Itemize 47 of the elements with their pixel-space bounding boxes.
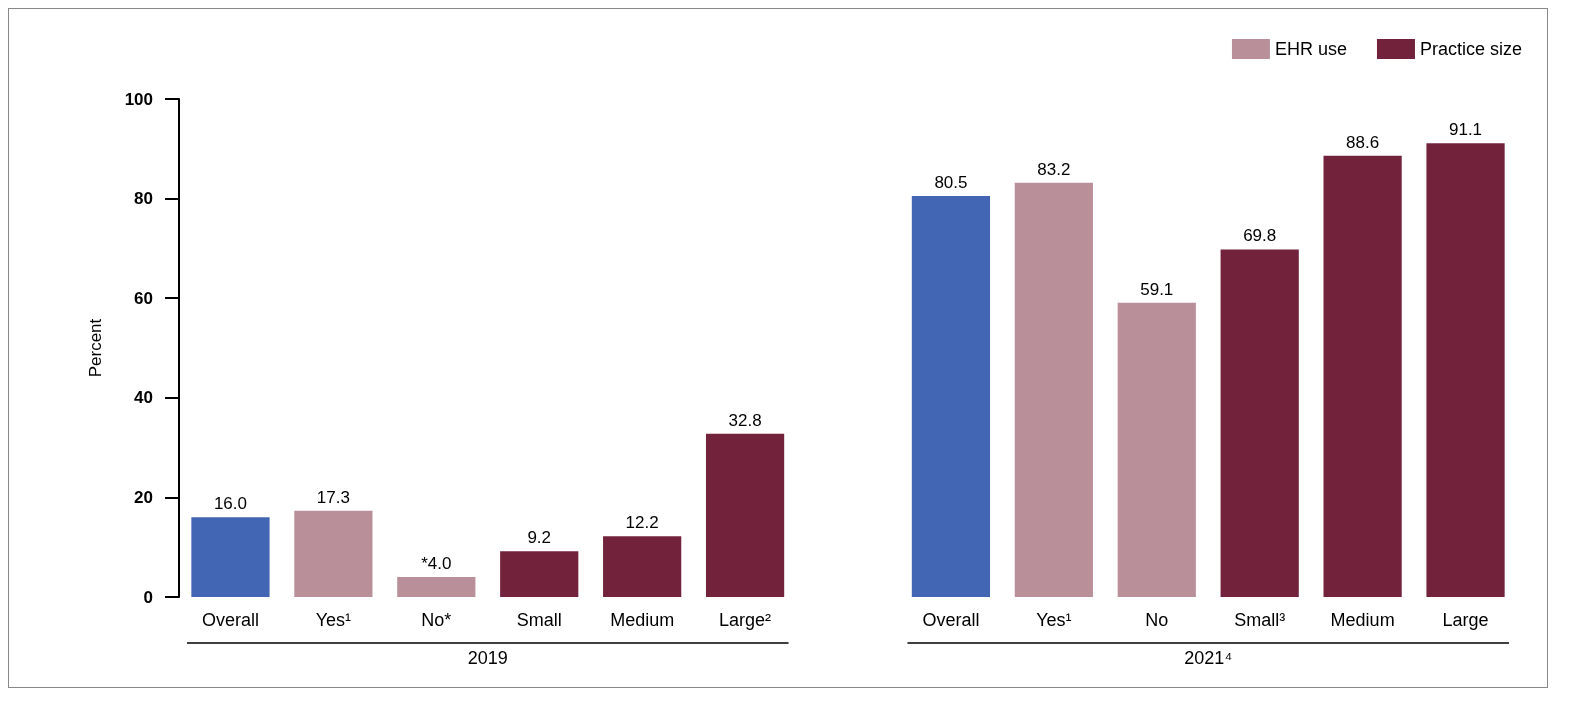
data-label: 17.3: [316, 487, 350, 507]
data-label: 91.1: [1448, 120, 1483, 140]
bar: [1220, 249, 1299, 597]
data-label: 16.0: [213, 494, 248, 514]
text: 2019: [467, 648, 508, 668]
bar: [911, 196, 991, 597]
x-tick-label: Medium: [1330, 610, 1395, 630]
x-tick-label: Small: [516, 610, 562, 630]
y-axis-title: Percent: [86, 318, 105, 378]
x-tick-label: Overall: [922, 610, 980, 630]
y-tick-label: 20: [134, 487, 153, 507]
x-tick-label: Yes¹: [315, 610, 352, 630]
x-tick-label: Medium: [610, 610, 675, 630]
y-tick-label: 60: [134, 288, 153, 308]
x-tick-label: Large²: [719, 610, 772, 630]
x-tick-label: No*: [421, 610, 452, 630]
bar: [1117, 302, 1196, 597]
x-tick-label: No: [1145, 610, 1169, 630]
x-tick-label: Small³: [1234, 610, 1286, 630]
data-label: 12.2: [625, 513, 659, 533]
bar: [1323, 155, 1402, 597]
data-label: 88.6: [1346, 132, 1380, 152]
data-label: *4.0: [421, 554, 452, 574]
text: 2021⁴: [1184, 648, 1233, 668]
y-tick-label: 100: [124, 89, 153, 109]
y-tick-label: 80: [134, 189, 153, 209]
data-label: 80.5: [934, 173, 968, 193]
legend-label: EHR use: [1274, 39, 1347, 59]
bar: [500, 551, 579, 597]
bar: [191, 517, 270, 597]
data-label: 9.2: [527, 528, 552, 548]
x-tick-label: Yes¹: [1036, 610, 1072, 630]
x-tick-label: Overall: [201, 610, 259, 630]
legend-label: Practice size: [1419, 39, 1523, 59]
x-tick-label: Large: [1442, 610, 1489, 630]
bar: [294, 510, 373, 597]
bar: [705, 433, 785, 597]
bar: [1014, 182, 1093, 597]
bar: [397, 577, 476, 597]
data-label: 83.2: [1037, 159, 1071, 179]
data-label: 69.8: [1243, 226, 1277, 246]
bar: [1426, 143, 1505, 597]
y-tick-label: 0: [143, 587, 153, 607]
y-tick-label: 40: [134, 388, 153, 408]
bar: [603, 536, 682, 597]
data-label: 59.1: [1140, 279, 1174, 299]
data-label: 32.8: [728, 410, 762, 430]
